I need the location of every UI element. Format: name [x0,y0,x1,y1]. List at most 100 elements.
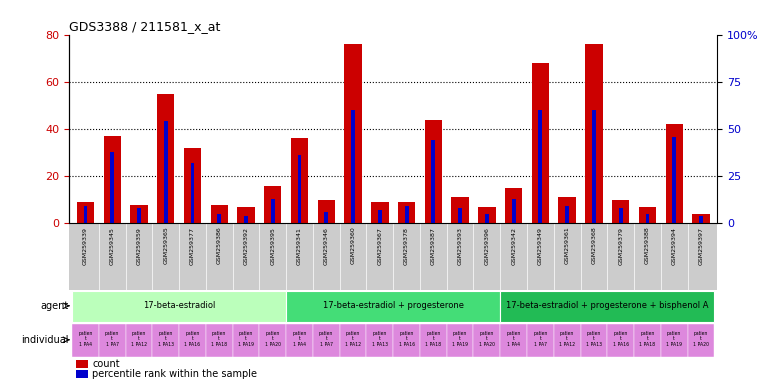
Text: 17-beta-estradiol + progesterone: 17-beta-estradiol + progesterone [323,301,463,310]
Bar [210,205,228,223]
Bar [351,110,355,223]
Text: patien
t
1 PA18: patien t 1 PA18 [426,331,442,347]
Text: percentile rank within the sample: percentile rank within the sample [92,369,257,379]
Bar [179,323,206,358]
Bar [478,207,496,223]
Text: patien
t
1 PA13: patien t 1 PA13 [586,331,602,347]
Bar [83,207,87,223]
Text: patien
t
1 PA13: patien t 1 PA13 [372,331,388,347]
Bar [458,208,462,223]
Bar [485,214,489,223]
Text: GSM259342: GSM259342 [511,227,516,265]
Text: patien
t
1 PA20: patien t 1 PA20 [693,331,709,347]
Text: patien
t
1 PA16: patien t 1 PA16 [399,331,415,347]
Bar [286,291,500,322]
Bar [688,323,715,358]
Text: GSM259378: GSM259378 [404,227,409,265]
Bar [581,323,608,358]
Bar [318,200,335,223]
Text: GSM259368: GSM259368 [591,227,597,265]
Text: patien
t
1 PA20: patien t 1 PA20 [264,331,281,347]
Text: GSM259367: GSM259367 [377,227,382,265]
Text: patien
t
1 PA4: patien t 1 PA4 [79,331,93,347]
Bar [183,148,201,223]
Bar [554,323,581,358]
Bar [451,197,469,223]
Bar [505,188,522,223]
Text: GSM259365: GSM259365 [163,227,168,265]
Bar [538,110,542,223]
Text: patien
t
1 PA13: patien t 1 PA13 [158,331,173,347]
Text: patien
t
1 PA12: patien t 1 PA12 [559,331,575,347]
Text: patien
t
1 PA18: patien t 1 PA18 [639,331,655,347]
Text: count: count [92,359,120,369]
Bar [661,323,688,358]
Bar [699,216,703,223]
Text: GSM259377: GSM259377 [190,227,195,265]
Bar [378,210,382,223]
Bar [76,370,88,378]
Bar [110,152,114,223]
Bar [153,323,179,358]
Bar [206,323,233,358]
Bar [432,140,436,223]
Bar [137,208,141,223]
Bar [103,136,121,223]
Bar [500,291,715,322]
Text: GSM259345: GSM259345 [109,227,115,265]
Bar [163,121,167,223]
Text: patien
t
1 PA16: patien t 1 PA16 [184,331,200,347]
Text: GSM259360: GSM259360 [351,227,355,265]
Bar [608,323,634,358]
Bar [527,323,554,358]
Bar [286,323,313,358]
Bar [126,323,153,358]
Text: patien
t
1 PA19: patien t 1 PA19 [452,331,468,347]
Text: GSM259388: GSM259388 [645,227,650,265]
Bar [638,207,656,223]
Bar [244,216,248,223]
Bar [313,323,340,358]
Bar [612,200,629,223]
Text: patien
t
1 PA7: patien t 1 PA7 [105,331,120,347]
Text: GSM259396: GSM259396 [484,227,490,265]
Bar [558,197,576,223]
Bar [72,323,99,358]
Bar [473,323,500,358]
Text: patien
t
1 PA19: patien t 1 PA19 [238,331,254,347]
Bar [298,156,301,223]
Bar [512,199,516,223]
Text: patien
t
1 PA7: patien t 1 PA7 [534,331,547,347]
Bar [233,323,259,358]
Text: patien
t
1 PA12: patien t 1 PA12 [131,331,147,347]
Bar [99,323,126,358]
Text: GSM259341: GSM259341 [297,227,302,265]
Text: GSM259393: GSM259393 [458,227,463,265]
Text: 17-beta-estradiol + progesterone + bisphenol A: 17-beta-estradiol + progesterone + bisph… [506,301,709,310]
Bar [72,291,286,322]
Text: patien
t
1 PA4: patien t 1 PA4 [292,331,307,347]
Text: 17-beta-estradiol: 17-beta-estradiol [143,301,215,310]
Bar [325,212,328,223]
Bar [405,207,409,223]
Text: GSM259379: GSM259379 [618,227,623,265]
Bar [340,323,366,358]
Bar [237,207,254,223]
Text: patien
t
1 PA4: patien t 1 PA4 [507,331,521,347]
Bar [692,214,709,223]
Text: patien
t
1 PA19: patien t 1 PA19 [666,331,682,347]
Bar [190,163,194,223]
Text: GSM259361: GSM259361 [564,227,570,265]
Bar [393,323,420,358]
Bar [446,323,473,358]
Bar [619,208,623,223]
Bar [565,207,569,223]
Text: patien
t
1 PA12: patien t 1 PA12 [345,331,361,347]
Text: patien
t
1 PA16: patien t 1 PA16 [613,331,628,347]
Text: GSM259349: GSM259349 [538,227,543,265]
Bar [592,110,596,223]
Bar [264,185,281,223]
Bar [425,119,442,223]
Bar [76,360,88,368]
Text: GSM259339: GSM259339 [83,227,88,265]
